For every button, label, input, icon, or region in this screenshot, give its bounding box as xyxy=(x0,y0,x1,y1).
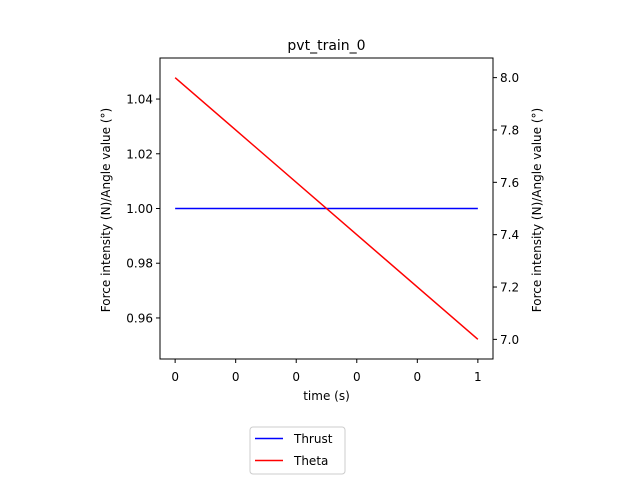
left-y-tick-label: 1.04 xyxy=(126,93,153,107)
x-tick-label: 0 xyxy=(232,370,240,384)
x-tick-label: 1 xyxy=(474,370,482,384)
axes-frame xyxy=(159,57,494,360)
left-y-tick-label: 0.96 xyxy=(126,311,153,325)
left-y-tick-label: 0.98 xyxy=(126,257,153,271)
legend: Thrust Theta xyxy=(249,426,346,475)
left-y-axis: 0.96 0.98 1.00 1.02 1.04 xyxy=(126,93,160,325)
right-y-tick-label: 7.4 xyxy=(500,228,519,242)
x-axis: 0 0 0 0 0 1 xyxy=(171,359,482,384)
series-line-theta xyxy=(174,77,479,340)
right-y-tick-label: 7.0 xyxy=(500,333,519,347)
right-y-axis: 7.0 7.2 7.4 7.6 7.8 8.0 xyxy=(493,71,519,347)
right-y-axis-label: Force intensity (N)/Angle value (°) xyxy=(530,108,544,312)
x-tick-label: 0 xyxy=(353,370,361,384)
x-tick-label: 0 xyxy=(413,370,421,384)
chart-title: pvt_train_0 xyxy=(287,38,365,54)
plot-frame xyxy=(159,57,494,360)
legend-label-thrust: Thrust xyxy=(293,432,333,446)
x-tick-label: 0 xyxy=(292,370,300,384)
series-layer xyxy=(174,77,479,340)
left-y-tick-label: 1.02 xyxy=(126,147,153,161)
x-tick-label: 0 xyxy=(171,370,179,384)
x-axis-label: time (s) xyxy=(303,389,350,403)
left-y-tick-label: 1.00 xyxy=(126,202,153,216)
right-y-tick-label: 7.2 xyxy=(500,281,519,295)
right-y-tick-label: 8.0 xyxy=(500,71,519,85)
right-y-tick-label: 7.6 xyxy=(500,176,519,190)
left-y-axis-label: Force intensity (N)/Angle value (°) xyxy=(99,108,113,312)
right-y-tick-label: 7.8 xyxy=(500,123,519,137)
legend-label-theta: Theta xyxy=(293,454,328,468)
